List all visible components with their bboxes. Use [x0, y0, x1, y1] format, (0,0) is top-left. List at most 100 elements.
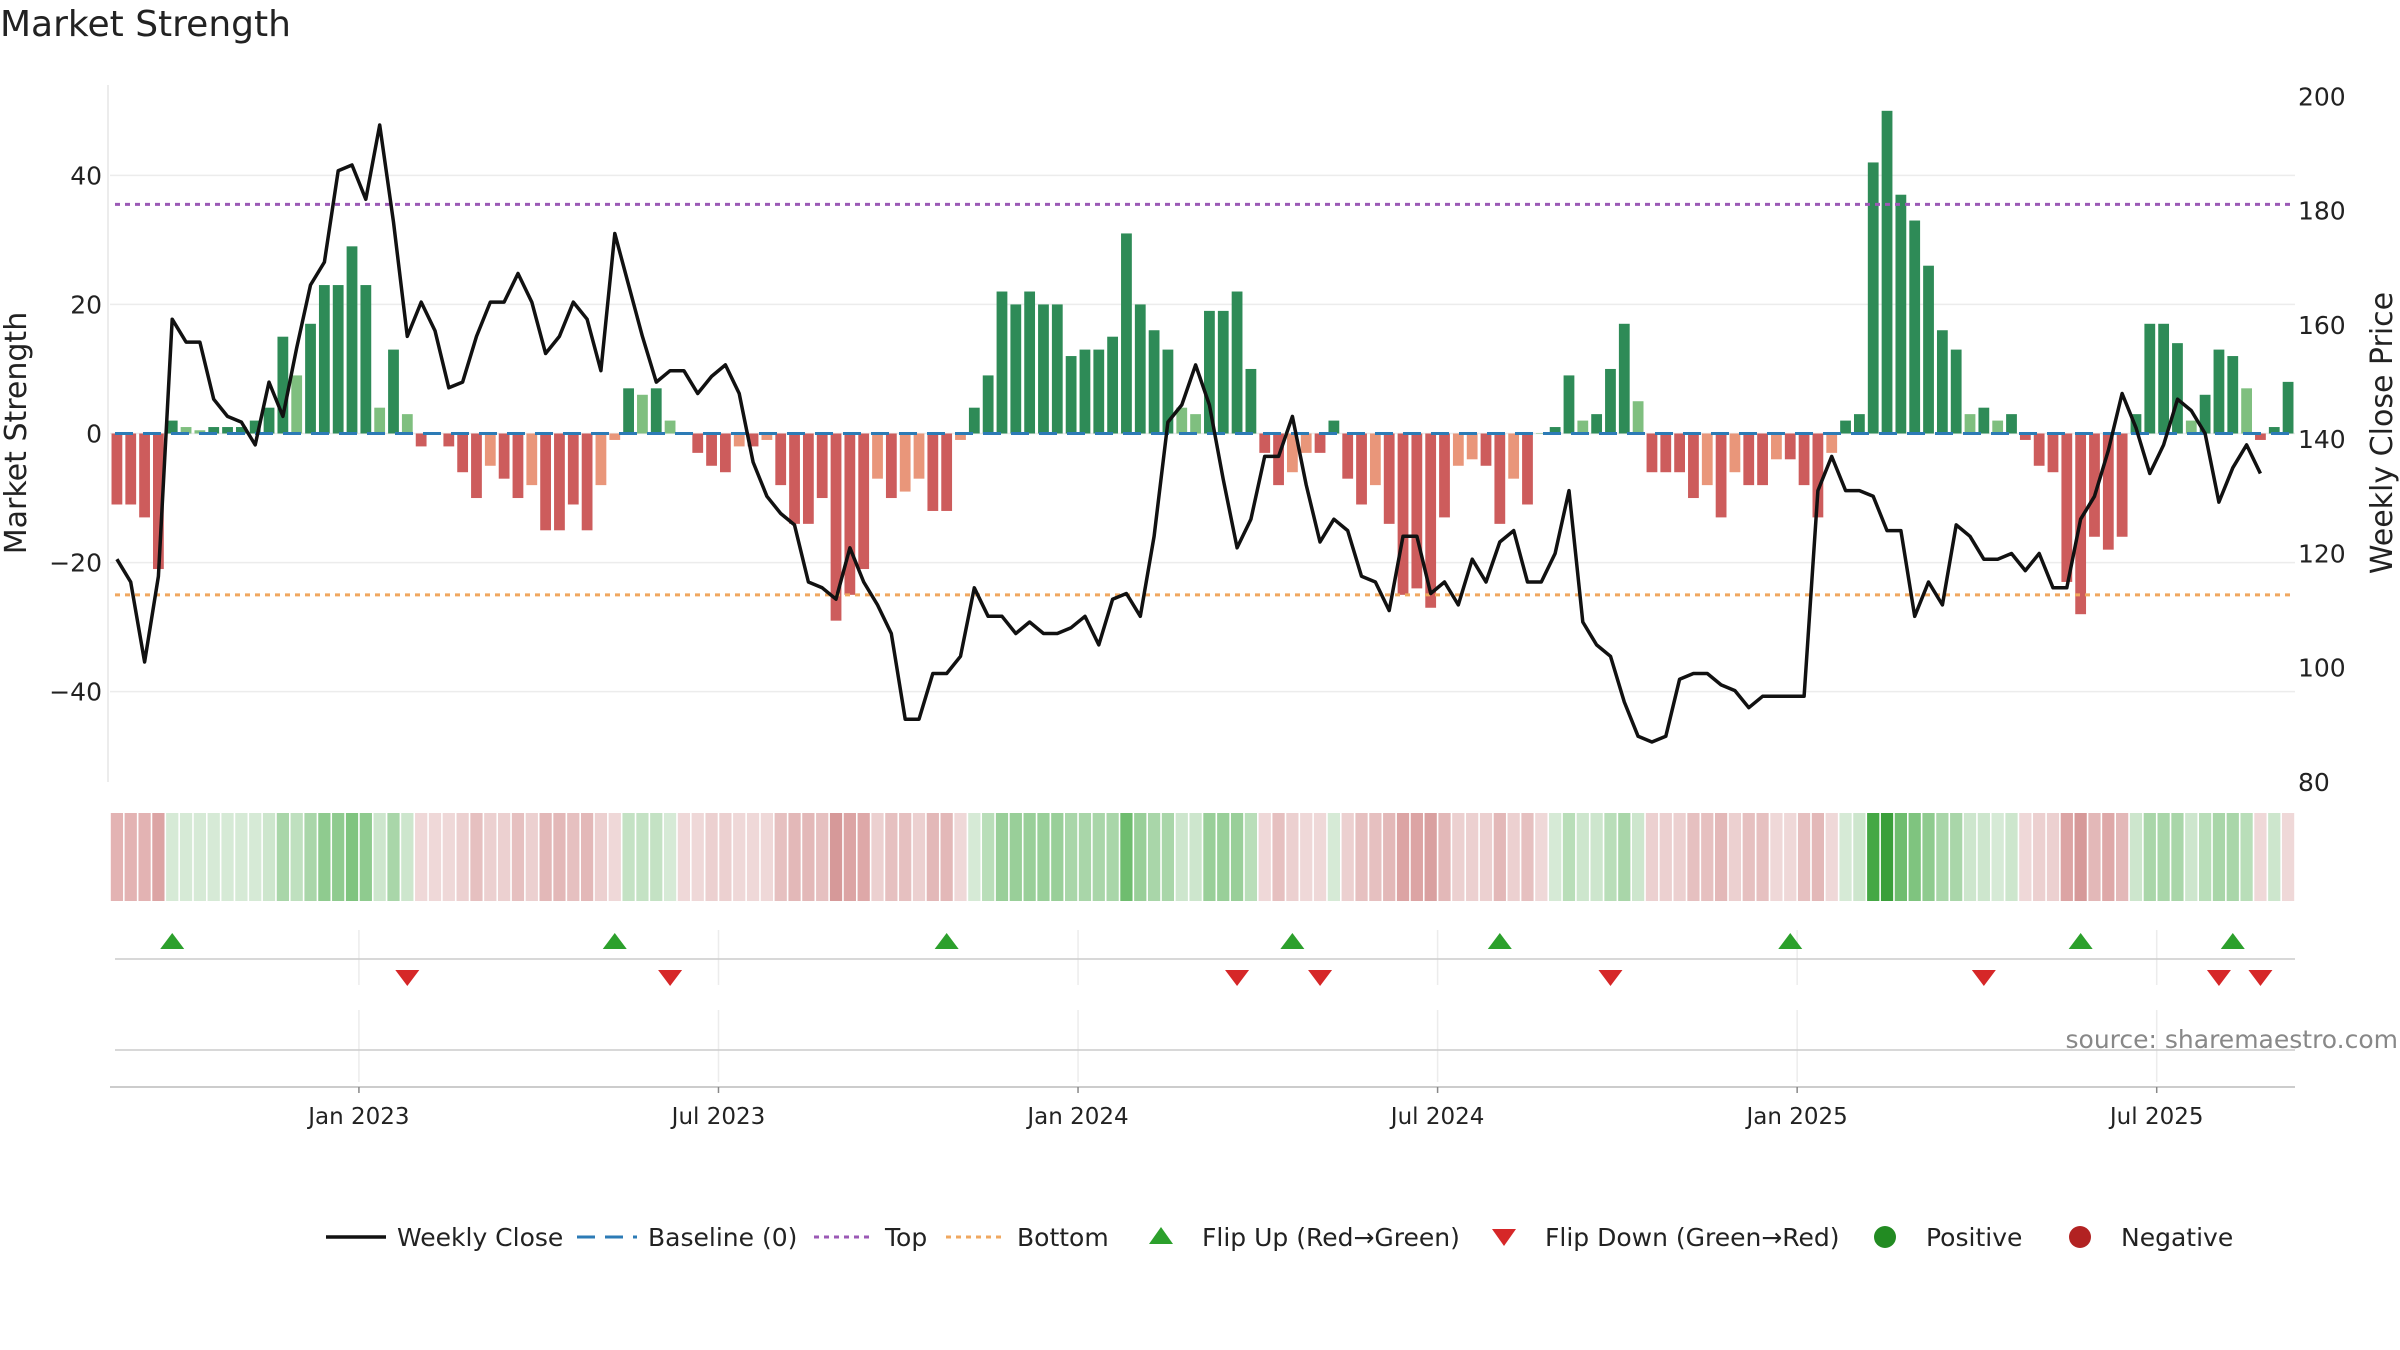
strength-bar — [1605, 368, 1616, 434]
strength-bar — [1757, 433, 1768, 486]
strength-bar — [1259, 433, 1271, 453]
strength-bar — [249, 420, 261, 434]
heat-cell — [345, 813, 359, 901]
strength-bar — [581, 433, 593, 531]
strength-bar — [1190, 414, 1201, 434]
heat-cell — [1286, 813, 1299, 901]
heat-cell — [760, 813, 773, 901]
strength-bar — [1729, 433, 1741, 473]
heat-cell — [1396, 813, 1410, 901]
heat-cell — [2143, 813, 2156, 901]
strength-bar — [706, 433, 717, 466]
strength-bar — [1466, 433, 1478, 460]
strength-bar — [567, 433, 579, 505]
strength-bar — [1950, 349, 1962, 434]
strength-bar — [1674, 433, 1685, 473]
legend-item: Negative — [2069, 1223, 2233, 1252]
heat-cell — [2198, 813, 2212, 901]
x-tick-label: Jul 2025 — [2108, 1104, 2204, 1130]
strength-bar — [1176, 407, 1188, 434]
strength-bar — [1563, 375, 1575, 434]
heat-cell — [2129, 813, 2143, 901]
heat-cell — [373, 813, 386, 901]
strength-bar — [2158, 323, 2170, 434]
heat-cell — [746, 813, 760, 901]
strength-bar — [498, 433, 510, 479]
strength-bar — [1065, 356, 1077, 434]
heat-cell — [1839, 813, 1852, 901]
strength-bar — [2268, 427, 2280, 434]
strength-bar — [1038, 304, 1049, 434]
heat-cell — [1811, 813, 1825, 901]
flip-down-marker — [658, 970, 683, 986]
strength-bar — [2282, 381, 2294, 434]
heat-cell — [774, 813, 787, 901]
strength-bar — [512, 433, 524, 499]
strength-bar — [374, 407, 386, 434]
strength-bar — [1840, 420, 1851, 434]
heat-cell — [1894, 813, 1907, 901]
heat-cell — [138, 813, 151, 901]
heat-cell — [221, 813, 234, 901]
strength-bar — [111, 433, 123, 505]
strength-bar — [1853, 414, 1865, 434]
weekly-close-line — [115, 123, 2262, 744]
strength-bar — [305, 323, 316, 434]
strength-bar — [1134, 304, 1146, 434]
legend-label: Flip Up (Red→Green) — [1202, 1223, 1460, 1252]
strength-bar — [208, 427, 220, 434]
strength-bar — [1342, 433, 1354, 479]
heat-cell — [276, 813, 289, 901]
strength-bar — [1452, 433, 1464, 466]
strength-bar — [637, 394, 648, 434]
heat-cell — [1535, 813, 1548, 901]
strength-bar — [982, 375, 994, 434]
strength-bar — [1480, 433, 1492, 466]
strength-bar — [1812, 433, 1824, 518]
close-line-group — [115, 123, 2262, 744]
strength-bar — [720, 433, 731, 473]
strength-bar — [1535, 433, 1547, 434]
x-tick-label: Jul 2024 — [1389, 1104, 1485, 1130]
legend-item: Flip Down (Green→Red) — [1492, 1223, 1840, 1252]
strength-bar — [291, 375, 303, 434]
heat-cell — [332, 813, 345, 901]
strength-bar — [388, 349, 399, 434]
strength-bar — [1715, 433, 1727, 518]
strength-bar — [1425, 433, 1437, 608]
strength-bar — [1784, 433, 1796, 460]
y-right-tick-label: 180 — [2298, 197, 2346, 226]
heat-cell — [2212, 813, 2226, 901]
strength-bar — [554, 433, 565, 531]
heat-cell — [1770, 813, 1783, 901]
heat-cell — [2060, 813, 2073, 901]
strength-bar — [2047, 433, 2059, 473]
heat-cell — [912, 813, 926, 901]
legend-swatch-triangle-down — [1492, 1229, 1516, 1246]
strength-bar — [1148, 330, 1160, 434]
strength-bar — [1439, 433, 1450, 518]
strength-bar — [1079, 349, 1091, 434]
strength-bar — [885, 433, 897, 499]
y-right-axis-label: Weekly Close Price — [2365, 292, 2400, 574]
heat-cell — [1106, 813, 1119, 901]
strength-bar — [1826, 433, 1838, 453]
strength-bar — [816, 433, 828, 499]
heat-cell — [235, 813, 248, 901]
heat-cell — [2074, 813, 2087, 901]
heat-cell — [2046, 813, 2060, 901]
legend-item: Top — [814, 1223, 927, 1252]
heat-cell — [1714, 813, 1728, 901]
heat-cell — [2116, 813, 2129, 901]
strength-bar — [1632, 401, 1644, 434]
strength-bar — [1577, 420, 1589, 434]
heat-cell — [1230, 813, 1244, 901]
strength-bar — [1231, 291, 1243, 434]
chart-title: Market Strength — [0, 4, 291, 45]
strength-bar — [1300, 433, 1312, 453]
heat-cell — [1217, 813, 1230, 901]
heat-cell — [843, 813, 856, 901]
heat-cell — [954, 813, 967, 901]
heat-cell — [802, 813, 815, 901]
heat-cell — [1645, 813, 1659, 901]
